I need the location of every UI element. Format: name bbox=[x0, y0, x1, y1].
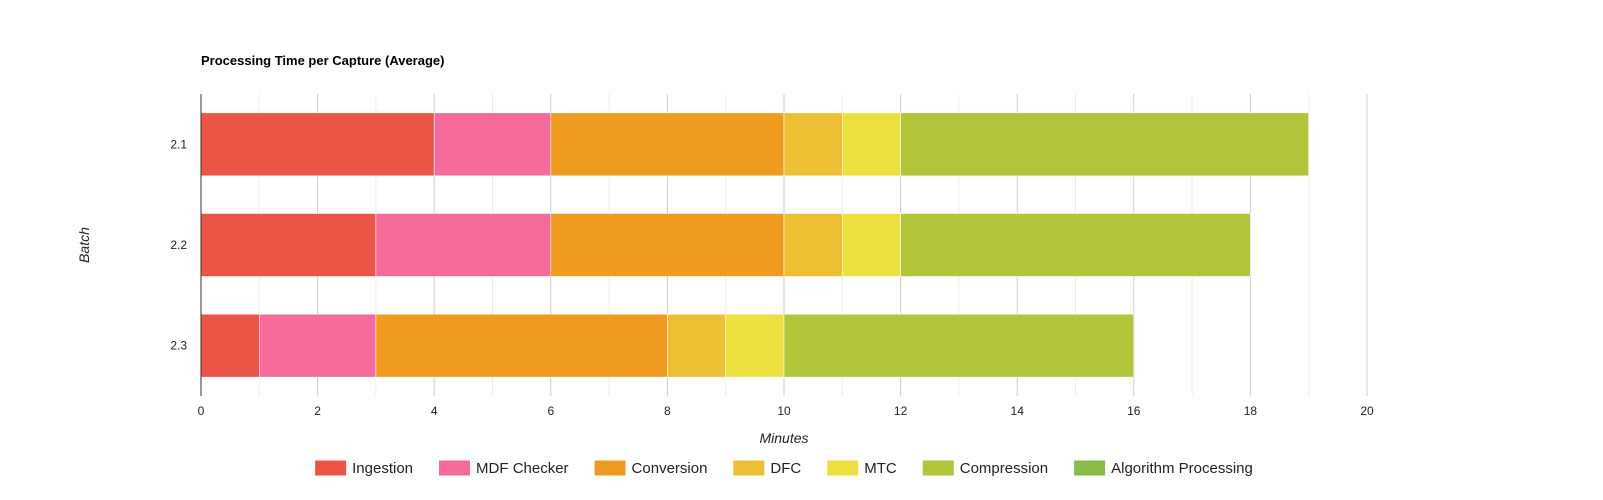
bar-segment[interactable] bbox=[725, 313, 785, 378]
legend-item[interactable]: DFC bbox=[733, 460, 801, 477]
x-tick-label: 18 bbox=[1244, 404, 1258, 418]
bar-segment[interactable] bbox=[841, 112, 901, 177]
bar-segment[interactable] bbox=[841, 213, 901, 277]
bar-segment[interactable] bbox=[258, 313, 377, 378]
bar-segment[interactable] bbox=[200, 213, 377, 277]
x-tick-label: 6 bbox=[547, 404, 554, 418]
legend-swatch bbox=[922, 460, 954, 476]
x-tick-label: 2 bbox=[314, 404, 321, 418]
legend-item[interactable]: Algorithm Processing bbox=[1074, 460, 1253, 477]
y-tick-label: 2.3 bbox=[170, 339, 187, 353]
bars-layer bbox=[200, 112, 1309, 378]
legend-swatch bbox=[315, 460, 347, 476]
legend-label: Conversion bbox=[632, 460, 708, 477]
legend-label: MDF Checker bbox=[476, 460, 569, 477]
legend-label: Algorithm Processing bbox=[1111, 460, 1253, 477]
x-tick-label: 8 bbox=[664, 404, 671, 418]
x-tick-label: 14 bbox=[1011, 404, 1025, 418]
bar-segment[interactable] bbox=[667, 313, 727, 378]
legend-label: MTC bbox=[864, 460, 897, 477]
bar-segment[interactable] bbox=[550, 112, 785, 177]
y-tick-label: 2.2 bbox=[170, 238, 187, 252]
x-tick-label: 0 bbox=[198, 404, 205, 418]
bar-segment[interactable] bbox=[375, 313, 668, 378]
legend-label: DFC bbox=[770, 460, 801, 477]
bar-segment[interactable] bbox=[200, 313, 260, 378]
bar-segment[interactable] bbox=[550, 213, 785, 277]
y-axis-title: Batch bbox=[76, 227, 92, 263]
bar-segment[interactable] bbox=[783, 213, 843, 277]
x-tick-label: 20 bbox=[1360, 404, 1374, 418]
bar-segment[interactable] bbox=[783, 112, 843, 177]
x-tick-label: 4 bbox=[431, 404, 438, 418]
x-tick-label: 16 bbox=[1127, 404, 1141, 418]
x-tick-label: 12 bbox=[894, 404, 908, 418]
bar-segment[interactable] bbox=[900, 112, 1309, 177]
legend-item[interactable]: Compression bbox=[922, 460, 1048, 477]
bar-segment[interactable] bbox=[433, 112, 552, 177]
x-axis-title: Minutes bbox=[759, 430, 808, 446]
legend-swatch bbox=[827, 460, 859, 476]
legend-swatch bbox=[594, 460, 626, 476]
chart-title: Processing Time per Capture (Average) bbox=[201, 53, 444, 68]
legend-label: Compression bbox=[960, 460, 1048, 477]
legend-item[interactable]: Ingestion bbox=[315, 460, 413, 477]
bar-segment[interactable] bbox=[900, 213, 1251, 277]
legend-item[interactable]: MDF Checker bbox=[439, 460, 569, 477]
axis-layer: 2.1 2.2 2.3 0 2 4 6 8 10 12 14 16 18 20 bbox=[170, 94, 1374, 418]
legend-label: Ingestion bbox=[352, 460, 413, 477]
y-tick-label: 2.1 bbox=[170, 137, 187, 151]
legend-swatch bbox=[733, 460, 765, 476]
bar-segment[interactable] bbox=[783, 313, 1135, 378]
bar-segment[interactable] bbox=[200, 112, 435, 177]
x-tick-label: 10 bbox=[777, 404, 791, 418]
legend-swatch bbox=[439, 460, 471, 476]
bar-segment[interactable] bbox=[375, 213, 552, 277]
legend-swatch bbox=[1074, 460, 1106, 476]
legend-item[interactable]: MTC bbox=[827, 460, 897, 477]
legend: Ingestion MDF Checker Conversion DFC MTC Comp… bbox=[315, 460, 1253, 477]
legend-item[interactable]: Conversion bbox=[594, 460, 708, 477]
